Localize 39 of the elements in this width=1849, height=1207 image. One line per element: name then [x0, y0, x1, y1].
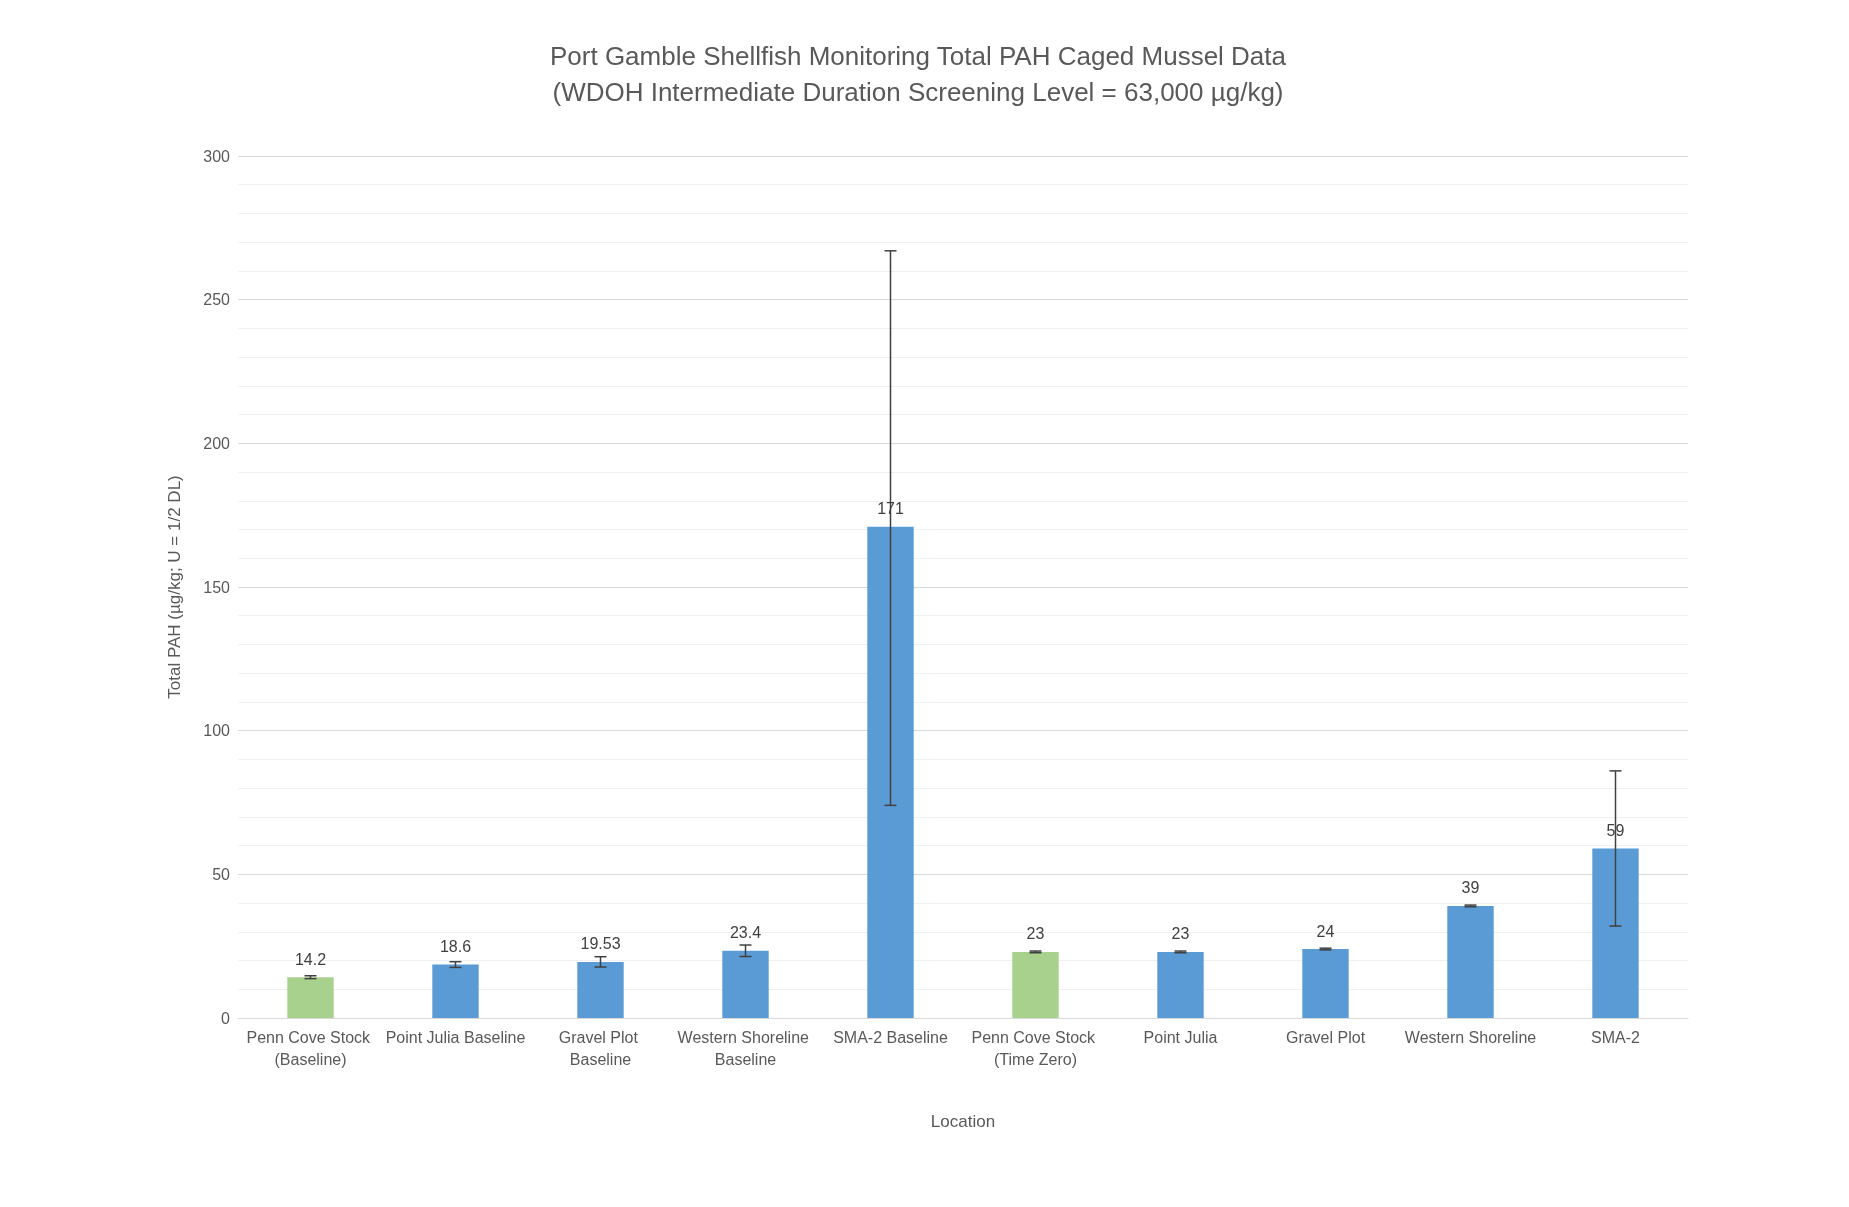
data-label: 24 [1316, 922, 1335, 940]
data-label: 23.4 [729, 924, 762, 942]
bar [432, 964, 479, 1018]
x-tick-label: SMA-2 Baseline [833, 1028, 948, 1046]
data-label: 23 [1171, 925, 1190, 943]
y-tick-label: 50 [212, 865, 231, 883]
y-tick-label: 300 [203, 147, 231, 165]
data-label: 18.6 [439, 938, 472, 956]
x-tick-label: Penn Cove Stock (Time Zero) [971, 1028, 1100, 1068]
bar [1157, 951, 1204, 1018]
bar [1447, 905, 1494, 1018]
y-tick-label: 200 [203, 434, 231, 452]
chart-subtitle: (WDOH Intermediate Duration Screening Level = 63,000 µg/kg) [552, 77, 1284, 107]
x-axis-title: Location [930, 1112, 996, 1131]
bar [287, 977, 334, 1018]
x-tick-label: SMA-2 [1591, 1028, 1641, 1046]
bar [577, 961, 624, 1018]
x-tick-label: Penn Cove Stock (Baseline) [246, 1028, 375, 1068]
y-tick-label: 100 [203, 722, 231, 740]
x-tick-label: Western Shoreline Baseline [677, 1028, 814, 1068]
data-label: 14.2 [294, 950, 327, 968]
bar [867, 526, 914, 1018]
y-axis-title: Total PAH (µg/kg; U = 1/2 DL) [165, 475, 184, 699]
bar [1012, 951, 1059, 1018]
bar [1592, 848, 1639, 1018]
y-tick-label: 250 [203, 291, 231, 309]
y-tick-label: 150 [203, 578, 231, 596]
bar [1302, 949, 1349, 1018]
y-tick-label: 0 [221, 1009, 231, 1027]
x-tick-label: Western Shoreline [1404, 1028, 1537, 1046]
x-tick-label: Point Julia [1143, 1028, 1218, 1046]
x-tick-label: Gravel Plot [1285, 1028, 1366, 1046]
data-label: 39 [1461, 879, 1480, 897]
bar [722, 950, 769, 1018]
x-tick-label: Point Julia Baseline [385, 1028, 526, 1046]
x-tick-label: Gravel Plot Baseline [558, 1028, 643, 1068]
chart-title: Port Gamble Shellfish Monitoring Total PAH Caged Mussel Data [549, 41, 1287, 71]
data-label: 19.53 [580, 935, 621, 953]
data-label: 23 [1026, 925, 1045, 943]
